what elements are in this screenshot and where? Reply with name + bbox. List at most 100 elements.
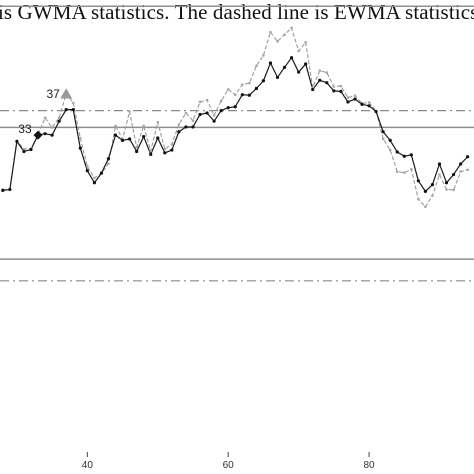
- signal-label-33: 33: [18, 122, 32, 136]
- gwma-point: [353, 97, 357, 101]
- ewma-point: [22, 147, 26, 151]
- ewma-point: [212, 114, 216, 117]
- ewma-point: [248, 81, 251, 85]
- point-layer: [1, 26, 470, 209]
- gwma-point: [92, 181, 96, 185]
- gwma-point: [311, 87, 315, 92]
- ewma-point: [332, 85, 336, 88]
- ewma-point: [445, 188, 448, 191]
- signal-triangle-marker: [60, 88, 73, 99]
- ewma-point: [226, 88, 230, 91]
- gwma-point: [367, 104, 371, 108]
- gwma-point: [163, 151, 167, 155]
- ewma-point: [424, 205, 427, 209]
- gwma-point: [113, 133, 118, 137]
- ewma-series-line: [2, 27, 468, 208]
- gwma-point: [325, 81, 329, 85]
- series-layer: [2, 27, 469, 208]
- ewma-point: [198, 100, 202, 104]
- ewma-point: [410, 167, 413, 171]
- ewma-point: [466, 168, 469, 172]
- x-axis: 40 60 80: [82, 452, 375, 471]
- gwma-point: [57, 119, 61, 123]
- ewma-point: [219, 99, 223, 103]
- gwma-point: [191, 125, 195, 129]
- gwma-point: [240, 93, 244, 97]
- gwma-point: [388, 138, 392, 143]
- ewma-point: [353, 94, 357, 97]
- gwma-point: [233, 105, 237, 109]
- gwma-point: [282, 65, 287, 69]
- ewma-point: [43, 116, 47, 120]
- gwma-point: [451, 172, 456, 177]
- gwma-point: [149, 152, 153, 156]
- ewma-point: [93, 176, 96, 180]
- x-tick-label: 80: [363, 460, 375, 471]
- ewma-point: [297, 49, 300, 53]
- gwma-point: [261, 79, 266, 83]
- gwma-point: [318, 78, 322, 82]
- gwma-point: [466, 155, 470, 159]
- gwma-point: [205, 111, 209, 115]
- gwma-point: [135, 149, 139, 154]
- gwma-point: [29, 147, 33, 152]
- gwma-point: [444, 181, 449, 185]
- ewma-point: [163, 147, 167, 151]
- signal-diamond-marker: [33, 130, 43, 140]
- ewma-point: [262, 54, 265, 57]
- gwma-point: [332, 89, 336, 93]
- gwma-point: [127, 137, 132, 141]
- signal-label-37: 37: [46, 87, 60, 101]
- gwma-point: [459, 162, 463, 166]
- ewma-point: [318, 69, 322, 72]
- gwma-point: [22, 149, 26, 154]
- control-limit-lines: [0, 5, 474, 282]
- gwma-point: [212, 119, 216, 123]
- ewma-point: [304, 41, 307, 44]
- ewma-point: [255, 64, 258, 68]
- gwma-point: [120, 138, 125, 143]
- gwma-point: [184, 125, 188, 129]
- ewma-point: [205, 98, 209, 102]
- gwma-point: [177, 130, 181, 134]
- ewma-point: [276, 40, 279, 43]
- ewma-point: [325, 71, 329, 74]
- ewma-point: [283, 33, 286, 36]
- ewma-point: [156, 120, 160, 124]
- ewma-point: [381, 137, 385, 141]
- gwma-point: [275, 75, 280, 80]
- ewma-point: [177, 123, 181, 126]
- annotation-layer: 37 33: [18, 87, 73, 140]
- gwma-point: [254, 86, 258, 91]
- gwma-point: [289, 56, 294, 60]
- gwma-point: [360, 102, 364, 106]
- gwma-point: [15, 139, 19, 143]
- gwma-point: [50, 133, 54, 137]
- gwma-point: [339, 89, 343, 93]
- gwma-point: [409, 153, 413, 157]
- gwma-point: [268, 61, 273, 65]
- ewma-point: [290, 26, 293, 30]
- ewma-point: [149, 149, 153, 153]
- ewma-point: [170, 142, 174, 146]
- ewma-point: [233, 93, 237, 97]
- ewma-point: [388, 148, 392, 152]
- gwma-point: [430, 183, 435, 187]
- ewma-point: [438, 173, 441, 176]
- gwma-point: [71, 108, 75, 112]
- ewma-point: [395, 170, 399, 173]
- gwma-point: [226, 106, 230, 110]
- gwma-point: [395, 150, 399, 154]
- gwma-point: [78, 146, 82, 150]
- ewma-point: [128, 110, 131, 113]
- gwma-point: [198, 112, 202, 117]
- ewma-point: [50, 126, 54, 129]
- ewma-point: [339, 84, 343, 88]
- gwma-point: [156, 136, 160, 140]
- ewma-point: [417, 197, 420, 201]
- ewma-point: [184, 111, 188, 115]
- ewma-point: [367, 101, 371, 104]
- gwma-point: [43, 132, 47, 136]
- ewma-point: [57, 116, 61, 120]
